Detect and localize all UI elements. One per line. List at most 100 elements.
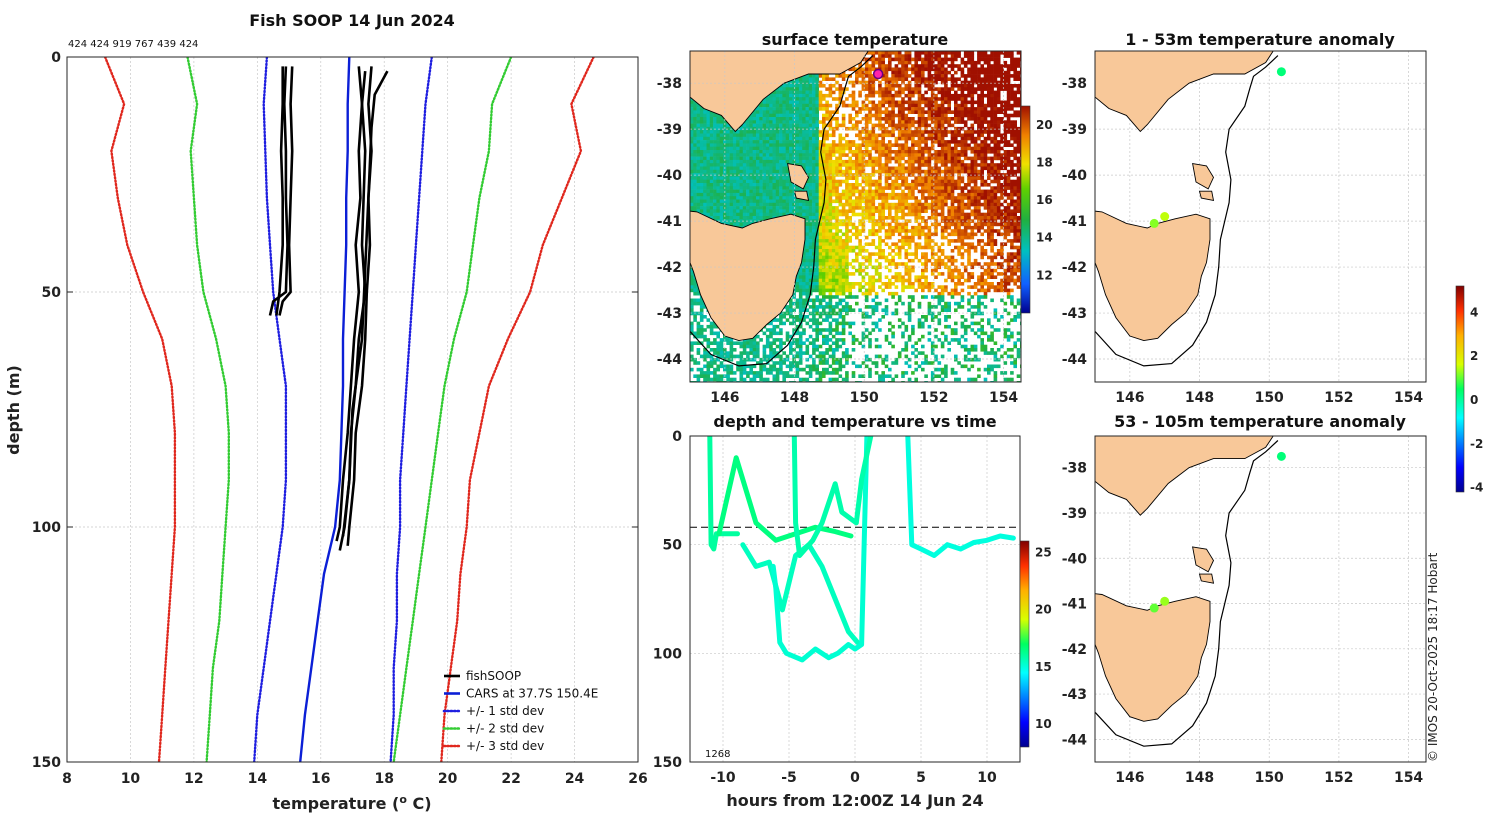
sst-pixel: [835, 209, 839, 213]
sst-pixel: [983, 196, 988, 200]
sst-pixel: [897, 74, 902, 78]
sst-pixel: [930, 80, 935, 85]
sst-pixel: [868, 183, 872, 187]
sst-pixel: [693, 202, 697, 207]
sst-pixel: [996, 163, 1001, 167]
sst-pixel: [815, 123, 819, 128]
sst-pixel: [831, 209, 836, 213]
sst-pixel: [756, 113, 760, 118]
sst-pixel: [769, 183, 773, 187]
sst-pixel: [970, 123, 975, 128]
sst-pixel: [732, 186, 737, 190]
sst-pixel: [795, 133, 800, 138]
sst-pixel: [944, 159, 948, 164]
sst-pixel: [911, 136, 915, 141]
sst-pixel: [973, 90, 978, 95]
sst-pixel: [996, 67, 1001, 72]
sst-pixel: [868, 163, 872, 167]
sst-pixel: [897, 232, 902, 237]
profile-x-tick-label: 16: [311, 771, 330, 787]
sst-pixel: [831, 169, 836, 174]
sst-pixel: [1016, 60, 1021, 65]
sst-pixel: [785, 169, 790, 174]
sst-pixel: [894, 186, 899, 190]
sst-pixel: [812, 150, 816, 154]
sst-pixel: [789, 192, 793, 197]
sst-pixel: [977, 126, 981, 131]
sst-pixel: [993, 196, 998, 200]
sst-pixel: [746, 123, 750, 128]
sst-pixel: [996, 202, 1001, 207]
sst-pixel: [703, 199, 707, 204]
sst-pixel: [990, 117, 994, 121]
sst-pixel: [934, 110, 938, 114]
sst-pixel: [841, 120, 846, 124]
sst-pixel: [765, 140, 770, 144]
sst-pixel: [749, 216, 753, 220]
sst-pixel: [831, 166, 836, 171]
sst-pixel: [960, 196, 965, 200]
sst-pixel: [822, 186, 826, 190]
sst-pixel: [732, 156, 737, 161]
sst-pixel: [927, 97, 932, 101]
sst-pixel: [977, 110, 981, 114]
sst-pixel: [957, 209, 961, 213]
sst-pixel: [924, 156, 928, 161]
sst-pixel: [957, 77, 961, 81]
sst-pixel: [894, 123, 899, 128]
sst-pixel: [732, 150, 737, 154]
sst-pixel: [1003, 60, 1008, 65]
sst-pixel: [924, 196, 928, 200]
sst-pixel: [805, 77, 810, 81]
sst-pixel: [812, 77, 816, 81]
sst-pixel: [792, 150, 796, 154]
sst-pixel: [983, 74, 988, 78]
sst-pixel: [729, 130, 734, 134]
sst-pixel: [891, 87, 895, 91]
sst-pixel: [996, 123, 1001, 128]
sst-pixel: [858, 120, 862, 124]
sst-pixel: [752, 110, 757, 114]
sst-pixel: [1003, 74, 1008, 78]
sst-pixel: [980, 163, 984, 167]
sst-pixel: [789, 140, 793, 144]
sst-pixel: [762, 130, 767, 134]
sst-pixel: [789, 146, 793, 151]
sst-pixel: [901, 183, 905, 187]
sst-pixel: [802, 212, 806, 217]
sst-pixel: [884, 77, 889, 81]
sst-pixel: [756, 153, 760, 157]
sst-pixel: [901, 196, 905, 200]
sst-pixel: [746, 199, 750, 204]
sst-pixel: [815, 189, 819, 194]
sst-pixel: [706, 186, 711, 190]
sst-pixel: [970, 84, 975, 88]
sst-pixel: [917, 159, 922, 164]
sst-pixel: [841, 103, 846, 108]
sst-pixel: [808, 176, 813, 180]
sst-pixel: [706, 130, 711, 134]
sst-pixel: [756, 196, 760, 200]
sst-pixel: [792, 126, 796, 131]
sst-pixel: [828, 103, 833, 108]
sst-pixel: [907, 110, 912, 114]
sst-pixel: [937, 51, 942, 55]
sst-pixel: [785, 130, 790, 134]
sst-pixel: [894, 126, 899, 131]
sst-pixel: [815, 179, 819, 184]
sst-pixel: [756, 150, 760, 154]
sst-pixel: [703, 140, 707, 144]
sst-pixel: [782, 97, 786, 101]
sst-pixel: [805, 179, 810, 184]
sst-pixel: [729, 166, 734, 171]
sst-pixel: [861, 153, 866, 157]
sst-pixel: [706, 120, 711, 124]
sst-pixel: [970, 196, 975, 200]
sst-pixel: [990, 87, 994, 91]
sst-pixel: [927, 133, 932, 138]
sst-pixel: [726, 222, 730, 227]
sst-pixel: [917, 133, 922, 138]
sst-pixel: [719, 183, 724, 187]
sst-pixel: [897, 117, 902, 121]
sst-pixel: [732, 222, 737, 227]
